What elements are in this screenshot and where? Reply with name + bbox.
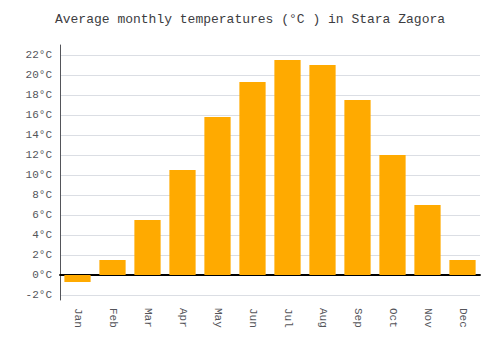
svg-text:Jun: Jun — [247, 308, 259, 328]
svg-text:Apr: Apr — [177, 308, 189, 328]
svg-text:-2°C: -2°C — [26, 289, 53, 301]
svg-text:2°C: 2°C — [32, 249, 52, 261]
svg-text:16°C: 16°C — [26, 109, 53, 121]
svg-text:20°C: 20°C — [26, 69, 53, 81]
svg-text:14°C: 14°C — [26, 129, 53, 141]
svg-text:8°C: 8°C — [32, 189, 52, 201]
svg-text:Jul: Jul — [282, 308, 294, 328]
svg-text:Nov: Nov — [422, 308, 434, 328]
svg-text:Aug: Aug — [317, 308, 329, 328]
svg-text:22°C: 22°C — [26, 49, 53, 61]
svg-text:Dec: Dec — [457, 308, 469, 328]
svg-text:Average monthly temperatures (: Average monthly temperatures (°C ) in St… — [55, 12, 445, 27]
svg-text:6°C: 6°C — [32, 209, 52, 221]
svg-text:Sep: Sep — [352, 308, 364, 328]
svg-text:12°C: 12°C — [26, 149, 53, 161]
svg-text:10°C: 10°C — [26, 169, 53, 181]
svg-text:0°C: 0°C — [32, 269, 52, 281]
svg-text:18°C: 18°C — [26, 89, 53, 101]
svg-text:4°C: 4°C — [32, 229, 52, 241]
svg-text:Oct: Oct — [387, 308, 399, 328]
svg-text:Jan: Jan — [72, 308, 84, 328]
svg-text:Mar: Mar — [142, 308, 154, 328]
svg-text:Feb: Feb — [107, 308, 119, 328]
svg-text:May: May — [212, 308, 224, 328]
